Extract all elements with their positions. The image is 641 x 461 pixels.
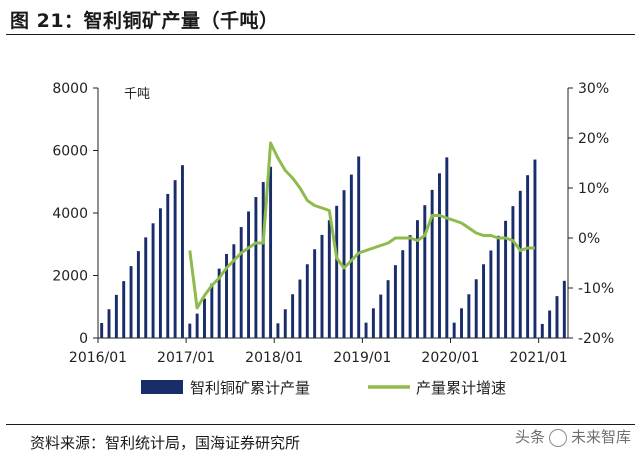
bar [489, 250, 493, 338]
bar [555, 296, 559, 338]
watermark: 头条 未来智库 [515, 426, 631, 447]
bar [342, 190, 346, 338]
bar [349, 174, 353, 338]
x-tick-label: 2021/01 [510, 350, 568, 366]
bar [232, 244, 236, 338]
left-tick-label: 0 [79, 331, 88, 347]
figure-title: 图 21：智利铜矿产量（千吨） [10, 10, 279, 32]
title-rule [6, 34, 635, 35]
left-tick-label: 4000 [52, 206, 88, 222]
bar [276, 323, 280, 338]
right-tick-label: 10% [578, 181, 609, 197]
bar [386, 280, 390, 338]
bar [452, 322, 456, 338]
bar [158, 208, 162, 338]
bar [423, 205, 427, 338]
bar [518, 190, 522, 338]
x-tick-label: 2018/01 [245, 350, 303, 366]
bar [291, 294, 295, 338]
left-tick-label: 8000 [52, 81, 88, 97]
bar [283, 309, 287, 338]
right-tick-label: 20% [578, 131, 609, 147]
unit-label: 千吨 [124, 87, 150, 102]
bar [261, 182, 265, 338]
left-tick-label: 6000 [52, 144, 88, 160]
watermark-logo-icon [548, 428, 567, 447]
growth-line [188, 141, 535, 310]
x-tick-label: 2017/01 [157, 350, 215, 366]
bar [305, 264, 309, 338]
bar [195, 313, 199, 338]
bar [540, 323, 544, 338]
bar [474, 279, 478, 338]
bar [393, 265, 397, 338]
bar [335, 205, 339, 338]
bar [151, 223, 155, 338]
right-tick-label: 0% [578, 231, 600, 247]
bar [496, 235, 500, 338]
bar [460, 308, 463, 338]
bar [504, 220, 508, 338]
bar [114, 294, 118, 338]
bar [357, 156, 361, 338]
bar [313, 249, 317, 338]
legend: 智利铜矿累计产量 产量累计增速 [141, 379, 506, 397]
bar [180, 165, 184, 338]
legend-bar-swatch [141, 380, 183, 394]
bar [511, 206, 515, 338]
bar [239, 227, 243, 338]
bar [445, 157, 449, 338]
bar [269, 166, 273, 338]
bar [225, 253, 228, 338]
source-note: 资料来源：智利统计局，国海证券研究所 [30, 434, 301, 452]
bar [562, 280, 566, 338]
bar [548, 310, 552, 338]
line-series [188, 141, 535, 310]
watermark-name: 未来智库 [570, 428, 631, 446]
bar [210, 283, 214, 338]
bar [320, 234, 324, 338]
right-tick-label: 30% [578, 81, 609, 97]
bar [408, 235, 412, 338]
x-tick-label: 2020/01 [421, 350, 479, 366]
bar [173, 180, 177, 338]
right-tick-label: -20% [578, 331, 614, 347]
bar [203, 298, 206, 338]
bar [144, 237, 148, 338]
bar [129, 266, 133, 338]
legend-bar-label: 智利铜矿累计产量 [190, 379, 310, 397]
bar [298, 279, 302, 338]
watermark-prefix: 头条 [514, 428, 545, 446]
bar [100, 323, 104, 338]
bar [188, 323, 192, 338]
bar [467, 294, 471, 338]
bar [364, 322, 368, 338]
tick-labels: 0 2000 4000 6000 8000 -20% -10% 0% 10% 20% 30% 千吨 20… [52, 81, 614, 366]
x-tick-label: 2016/01 [69, 350, 127, 366]
bar [136, 251, 140, 338]
left-tick-label: 2000 [52, 269, 88, 285]
bar [482, 264, 486, 338]
bar [371, 308, 375, 338]
bar [107, 309, 111, 338]
bar [217, 268, 221, 338]
right-tick-label: -10% [578, 281, 614, 297]
axes-group [93, 87, 573, 343]
x-tick-label: 2019/01 [333, 350, 391, 366]
footer-rule [6, 424, 635, 425]
bar [327, 220, 331, 338]
bar [254, 197, 258, 338]
bar [379, 294, 383, 338]
bar [247, 211, 251, 338]
bar [166, 193, 170, 338]
bar [415, 220, 419, 338]
legend-line-label: 产量累计增速 [416, 379, 506, 397]
bar [122, 281, 126, 338]
bar [430, 189, 434, 338]
bar-series [100, 156, 566, 338]
bar [438, 173, 441, 338]
bar [526, 175, 530, 338]
bar [401, 250, 405, 338]
